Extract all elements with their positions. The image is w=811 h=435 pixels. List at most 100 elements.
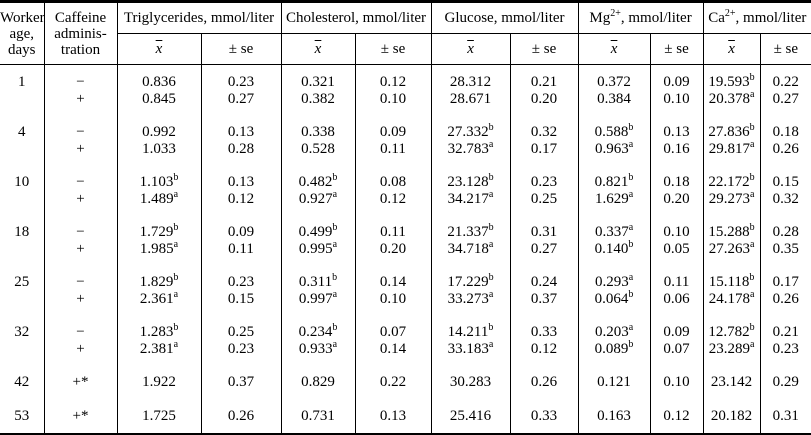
cell-line: 0.12 <box>227 191 255 207</box>
cell-line: 27.332b <box>447 122 494 141</box>
cell-line: 0.140b <box>594 239 634 258</box>
cell-line: − <box>76 274 85 290</box>
mean-header-calcium: x <box>703 33 761 65</box>
cell-line: 28.671 <box>449 91 492 107</box>
se-cell: 0.22 <box>355 365 432 399</box>
age-cell: 32 <box>0 315 45 365</box>
se-cell: 0.14 0.10 <box>355 265 432 315</box>
mean-cell: 0.234b 0.933a <box>281 315 356 365</box>
cell-line: 0.10 <box>379 91 407 107</box>
table-row: 4 − +0.992 1.033 0.13 0.28 0.338 0.528 0.09 0.11… <box>0 115 811 165</box>
cell-line: 15.118b <box>708 272 755 291</box>
cell-line: − <box>76 124 85 140</box>
cell-line: 0.163 <box>597 408 631 424</box>
cell-line: 0.933a <box>298 339 338 358</box>
se-cell: 0.32 0.17 <box>510 115 579 165</box>
cell-line: 0.22 <box>772 74 799 90</box>
cell-line: 0.26 <box>772 291 799 307</box>
cell-line: 0.33 <box>530 324 558 340</box>
cell-line: + <box>76 241 85 257</box>
cell-line: 14.211b <box>447 322 494 341</box>
cell-line: 1.725 <box>142 408 176 424</box>
cell-line: 0.311b <box>298 272 338 291</box>
se-header-glucose: ± se <box>510 33 579 65</box>
cell-line: 28.312 <box>449 74 492 90</box>
cell-line: 1.629a <box>594 189 634 208</box>
cell-line: 0.23 <box>227 74 255 90</box>
table-body: 1 − +0.836 0.845 0.23 0.27 0.321 0.382 0.12 0.10… <box>0 64 811 434</box>
cell-line: 0.26 <box>530 374 558 390</box>
cell-line: 19.593b <box>708 72 755 91</box>
cell-line: 0.37 <box>530 291 558 307</box>
mean-cell: 22.172b 29.273a <box>703 165 761 215</box>
mean-cell: 14.211b 33.183a <box>431 315 511 365</box>
se-cell: 0.23 0.15 <box>201 265 282 315</box>
cell-line: 0.23 <box>530 174 558 190</box>
cell-line: 0.321 <box>301 74 335 90</box>
se-cell: 0.15 0.32 <box>760 165 811 215</box>
group-header-magnesium: Mg2+, mmol/liter <box>578 1 704 34</box>
cell-line: 0.25 <box>530 191 558 207</box>
cell-line: 0.26 <box>227 408 255 424</box>
mean-cell: 25.416 <box>431 399 511 434</box>
cell-line: 0.14 <box>379 274 407 290</box>
mean-header-glucose: x <box>431 33 511 65</box>
xbar-symbol: x <box>314 40 322 57</box>
cell-line: 33.273a <box>447 289 494 308</box>
cell-line: 29.817a <box>708 139 755 158</box>
cell-line: 0.992 <box>142 124 176 140</box>
cell-line: 0.27 <box>772 91 799 107</box>
cell-line: 0.21 <box>772 324 799 340</box>
cell-line: 0.35 <box>772 241 799 257</box>
se-cell: 0.12 0.10 <box>355 64 432 115</box>
cell-line: 1.033 <box>142 141 176 157</box>
cell-line: + <box>76 91 85 107</box>
cell-line: 0.13 <box>379 408 407 424</box>
se-cell: 0.18 0.20 <box>650 165 704 215</box>
cell-line: 23.128b <box>447 172 494 191</box>
cell-line: 0.963a <box>594 139 634 158</box>
cell-line: + <box>76 291 85 307</box>
cell-line: 0.31 <box>530 224 558 240</box>
age-cell: 1 <box>0 64 45 115</box>
cell-line <box>0 291 43 308</box>
cell-line: 0.20 <box>530 91 558 107</box>
cell-line: 0.06 <box>663 291 690 307</box>
cell-line: 1.829b <box>139 272 179 291</box>
table-row: 25 − +1.829b 2.361a 0.23 0.15 0.311b 0.997a 0.1… <box>0 265 811 315</box>
cell-line: 0.37 <box>227 374 255 390</box>
cell-line: 0.33 <box>530 408 558 424</box>
cell-line: − <box>76 224 85 240</box>
cell-line: 0.32 <box>530 124 558 140</box>
mean-cell: 1.725 <box>117 399 202 434</box>
cell-line: 0.11 <box>380 141 406 157</box>
cell-line: + <box>76 141 85 157</box>
mean-cell: 1.103b 1.489a <box>117 165 202 215</box>
group-header-triglycerides: Triglycerides, mmol/liter <box>117 1 282 34</box>
cell-line: 0.836 <box>142 74 176 90</box>
cell-line: 0.482b <box>298 172 338 191</box>
cell-line: 0.18 <box>663 174 690 190</box>
cell-line: − <box>76 74 85 90</box>
xbar-symbol: x <box>467 40 474 57</box>
se-cell: 0.09 0.07 <box>650 315 704 365</box>
cell-line: 0.203a <box>594 322 634 341</box>
cell-line: 4 <box>18 124 26 140</box>
xbar-symbol: x <box>728 40 735 57</box>
cell-line: 0.18 <box>772 124 799 140</box>
mean-cell: 15.288b 27.263a <box>703 215 761 265</box>
mean-cell: 15.118b 24.178a <box>703 265 761 315</box>
cell-line <box>0 91 43 108</box>
mean-cell: 0.821b 1.629a <box>578 165 651 215</box>
mean-cell: 0.499b 0.995a <box>281 215 356 265</box>
se-header-calcium: ± se <box>760 33 811 65</box>
se-cell: 0.23 0.27 <box>201 64 282 115</box>
cell-line: 42 <box>14 374 30 390</box>
cell-line: 20.182 <box>710 408 753 424</box>
cell-line: 0.588b <box>594 122 634 141</box>
cell-line: 0.23 <box>227 341 255 357</box>
table-row: 53 +* 1.725 0.26 0.731 0.13 25.416 0.33 0.163 0.1… <box>0 399 811 434</box>
mean-cell: 23.128b 34.217a <box>431 165 511 215</box>
cell-line: 53 <box>14 408 30 424</box>
cell-line: 0.384 <box>597 91 631 107</box>
